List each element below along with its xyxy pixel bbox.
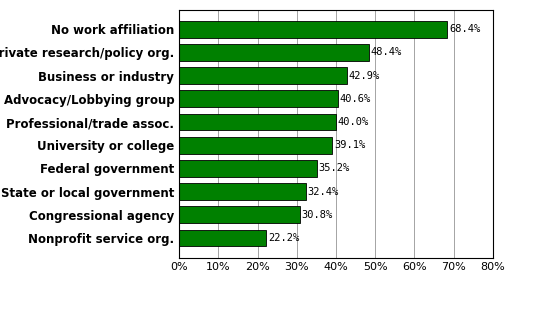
Text: 42.9%: 42.9% (349, 71, 380, 80)
Bar (179, 67, 347, 84)
Bar (179, 206, 300, 223)
Text: 40.6%: 40.6% (340, 94, 371, 104)
Text: 39.1%: 39.1% (334, 140, 365, 150)
Text: 35.2%: 35.2% (319, 163, 350, 174)
Bar (179, 114, 336, 130)
Bar (179, 44, 369, 61)
Text: 40.0%: 40.0% (338, 117, 369, 127)
Text: 32.4%: 32.4% (308, 187, 339, 197)
Bar (179, 230, 266, 246)
Bar (179, 160, 317, 177)
Bar (179, 90, 338, 107)
Bar (179, 137, 333, 154)
Text: 30.8%: 30.8% (301, 210, 333, 220)
Text: 22.2%: 22.2% (268, 233, 299, 243)
Text: 68.4%: 68.4% (449, 24, 480, 34)
Bar (179, 183, 306, 200)
Bar (179, 21, 447, 38)
Text: 48.4%: 48.4% (371, 47, 402, 57)
